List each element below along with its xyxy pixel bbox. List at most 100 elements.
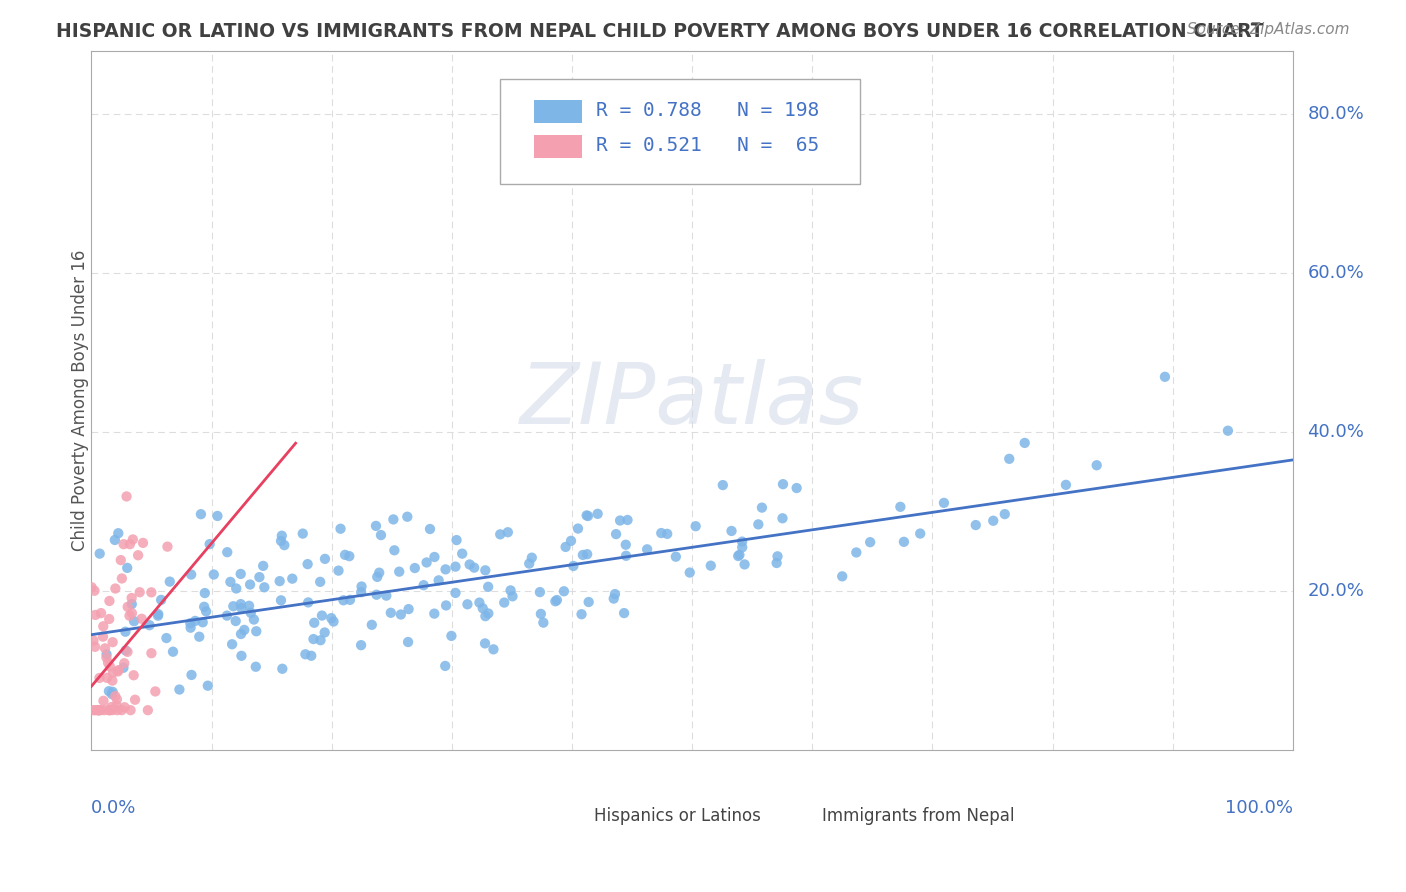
Point <box>529 585 551 599</box>
Point <box>458 558 481 572</box>
Point <box>502 590 524 604</box>
Point <box>434 562 457 576</box>
Point <box>311 608 333 623</box>
Point <box>576 508 599 523</box>
Point <box>155 631 177 645</box>
Point <box>471 601 494 615</box>
Point <box>271 662 294 676</box>
Point <box>245 624 267 639</box>
Text: 20.0%: 20.0% <box>1308 582 1364 600</box>
Text: Source: ZipAtlas.com: Source: ZipAtlas.com <box>1187 22 1350 37</box>
Point <box>389 607 412 622</box>
Point <box>1216 424 1239 438</box>
Point <box>100 700 122 714</box>
Point <box>179 616 201 631</box>
Point <box>238 599 260 613</box>
Point <box>132 536 155 550</box>
Point <box>297 557 319 571</box>
Point <box>616 513 638 527</box>
Point <box>546 593 568 607</box>
Point <box>560 533 582 548</box>
Point <box>84 703 107 717</box>
Point <box>728 548 751 562</box>
Point <box>474 609 496 624</box>
Point <box>231 601 253 615</box>
Point <box>141 585 163 599</box>
Point <box>831 569 853 583</box>
Point <box>96 671 118 685</box>
Point <box>908 526 931 541</box>
FancyBboxPatch shape <box>776 805 813 825</box>
Point <box>382 512 405 526</box>
Point <box>120 703 142 717</box>
Point <box>893 534 915 549</box>
Point <box>520 550 543 565</box>
Point <box>97 656 120 670</box>
Point <box>270 533 292 548</box>
Point <box>294 648 316 662</box>
Point <box>765 556 787 570</box>
Point <box>314 625 336 640</box>
Point <box>105 692 128 706</box>
Point <box>252 558 274 573</box>
Point <box>576 547 599 561</box>
Point <box>602 591 624 606</box>
Point <box>370 528 392 542</box>
Point <box>111 571 134 585</box>
Point <box>321 611 343 625</box>
Point <box>304 615 326 630</box>
Point <box>197 679 219 693</box>
Point <box>404 561 426 575</box>
Point <box>474 563 496 577</box>
Point <box>219 574 242 589</box>
Point <box>396 635 419 649</box>
Point <box>981 514 1004 528</box>
Point <box>114 624 136 639</box>
Point <box>150 593 173 607</box>
Point <box>463 560 485 574</box>
Point <box>233 623 256 637</box>
Point <box>239 606 262 620</box>
Text: ZIPatlas: ZIPatlas <box>520 359 865 442</box>
Point <box>446 533 468 547</box>
Point <box>110 553 132 567</box>
Point <box>766 549 789 564</box>
Point <box>456 597 478 611</box>
Text: Immigrants from Nepal: Immigrants from Nepal <box>823 806 1014 824</box>
Point <box>1085 458 1108 473</box>
Point <box>143 684 166 698</box>
FancyBboxPatch shape <box>533 100 582 123</box>
Point <box>451 547 474 561</box>
Point <box>571 607 593 622</box>
Point <box>191 615 214 630</box>
Point <box>93 703 115 717</box>
Point <box>530 607 553 621</box>
Point <box>650 526 672 541</box>
Point <box>97 684 120 698</box>
Point <box>101 703 124 717</box>
Point <box>104 689 127 703</box>
Point <box>96 648 118 662</box>
Text: 60.0%: 60.0% <box>1308 264 1364 282</box>
Point <box>281 572 304 586</box>
Point <box>329 522 352 536</box>
Point <box>747 517 769 532</box>
Point <box>180 668 202 682</box>
Point <box>845 545 868 559</box>
Point <box>146 608 169 623</box>
Point <box>112 537 135 551</box>
Point <box>89 671 111 685</box>
Point <box>121 533 143 547</box>
Point <box>89 547 111 561</box>
Point <box>434 599 457 613</box>
Point <box>368 566 391 580</box>
Point <box>350 638 373 652</box>
Point <box>105 698 128 713</box>
Point <box>396 509 419 524</box>
Point <box>84 607 107 622</box>
Point <box>117 645 139 659</box>
Point <box>128 585 150 599</box>
Text: 0.0%: 0.0% <box>91 799 136 817</box>
Point <box>388 565 411 579</box>
Point <box>1014 436 1036 450</box>
